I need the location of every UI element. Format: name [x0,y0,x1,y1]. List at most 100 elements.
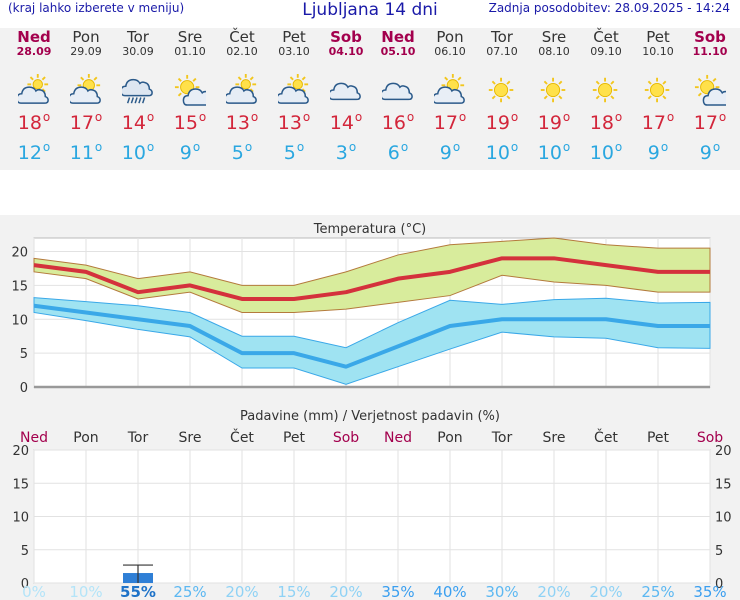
forecast-day: Ned 28.09 18o 12o [8,28,60,164]
mostly-sunny-icon [694,74,726,106]
day-date: 10.10 [642,45,674,58]
max-temp: 14o [329,110,363,134]
min-temp: 11o [69,140,103,164]
precip-y-tick-left: 20 [12,444,29,459]
day-date: 28.09 [16,45,52,58]
day-date: 09.10 [590,45,622,58]
min-temp-line [33,303,710,369]
precip-y-tick-right: 5 [715,544,723,559]
precip-y-tick-left: 15 [12,477,29,492]
sunny-icon [592,77,618,103]
day-date: 06.10 [434,45,466,58]
precip-day-label: Čet [230,428,254,446]
day-date: 08.10 [538,45,570,58]
forecast-day: Sre 08.10 19o 10o [528,28,580,164]
forecast-day: Pet 03.10 13o 5o [268,28,320,164]
precip-day-label: Pet [647,430,670,446]
min-temp: 9o [179,140,201,164]
precip-probability-label: 40% [433,583,466,600]
day-name: Ned [17,28,51,46]
precip-day-label: Čet [594,428,618,446]
temp-y-tick: 5 [20,347,28,362]
min-temp: 12o [17,140,51,164]
forecast-day: Sob 11.10 17o 9o [684,28,736,164]
precip-day-label: Sre [543,430,566,446]
precip-probability-label: 35% [693,583,726,600]
precip-probability-label: 30% [485,583,518,600]
precip-day-label: Ned [384,430,412,446]
day-name: Tor [491,28,513,46]
precip-day-label: Tor [127,430,149,446]
location-menu-hint[interactable]: (kraj lahko izberete v meniju) [8,1,185,15]
max-temp: 17o [69,110,103,134]
forecast-day: Ned 05.10 16o 6o [372,28,424,164]
sunny-icon [644,77,670,103]
day-date: 05.10 [380,45,416,58]
max-temp: 17o [693,110,727,134]
temp-y-tick: 20 [11,246,28,261]
max-temp-line [33,256,710,301]
day-name: Sob [694,28,726,46]
min-temp: 5o [231,140,253,164]
max-temp: 18o [589,110,623,134]
precip-y-tick-right: 0 [715,577,723,592]
precip-day-label: Sre [179,430,202,446]
max-temp: 14o [121,110,155,134]
forecast-day: Tor 30.09 14o 10o [112,28,164,164]
forecast-day: Sob 04.10 14o 3o [320,28,372,164]
day-name: Sre [541,28,567,46]
precip-probability-label: 35% [381,583,414,600]
min-temp: 3o [335,140,357,164]
page-title: Ljubljana 14 dni [302,0,438,20]
max-temp: 18o [17,110,51,134]
precip-day-label: Pet [283,430,306,446]
min-temp: 10o [485,140,519,164]
temp-y-tick: 10 [11,313,28,328]
max-temp: 13o [277,110,311,134]
precip-y-tick-right: 10 [715,511,732,526]
min-temp: 10o [537,140,571,164]
partly-cloudy-icon [226,74,257,104]
max-temp: 19o [537,110,571,134]
partly-cloudy-icon [18,74,49,104]
mostly-sunny-icon [174,74,206,106]
min-temp: 5o [283,140,305,164]
day-date: 02.10 [226,45,258,58]
precip-day-label: Sob [697,430,723,446]
precip-y-tick-right: 15 [715,477,732,492]
day-name: Čet [229,28,255,46]
day-name: Pet [282,28,306,46]
precip-probability-label: 20% [329,583,362,600]
temp-chart-title: Temperatura (°C) [313,222,426,237]
day-name: Sre [177,28,203,46]
precip-y-tick-left: 5 [21,544,29,559]
min-temp: 9o [699,140,721,164]
partly-cloudy-icon [278,74,309,104]
precip-chart-title: Padavine (mm) / Verjetnost padavin (%) [240,409,500,424]
precip-probability-label: 55% [120,583,156,600]
day-date: 30.09 [122,45,154,58]
precip-probability-label: 20% [589,583,622,600]
day-name: Pon [436,28,464,46]
precip-probability-label: 15% [277,583,310,600]
precip-probability-label: 25% [641,583,674,600]
min-temp: 6o [387,140,409,164]
max-temp: 16o [381,110,415,134]
precip-probability-label: 10% [69,583,102,600]
precip-y-tick-right: 20 [715,444,732,459]
precip-y-tick-left: 0 [21,577,29,592]
day-date: 04.10 [328,45,364,58]
precip-probability-label: 0% [22,583,46,600]
day-name: Pon [72,28,100,46]
min-temp: 10o [589,140,623,164]
day-name: Pet [646,28,670,46]
day-name: Sob [330,28,362,46]
min-temp: 9o [439,140,461,164]
min-temp: 9o [647,140,669,164]
forecast-day: Čet 02.10 13o 5o [216,28,268,164]
max-temp: 13o [225,110,259,134]
precip-day-label: Sob [333,430,359,446]
last-updated: Zadnja posodobitev: 28.09.2025 - 14:24 [488,1,730,15]
partly-sunny-icon [434,74,465,104]
forecast-day: Tor 07.10 19o 10o [476,28,528,164]
